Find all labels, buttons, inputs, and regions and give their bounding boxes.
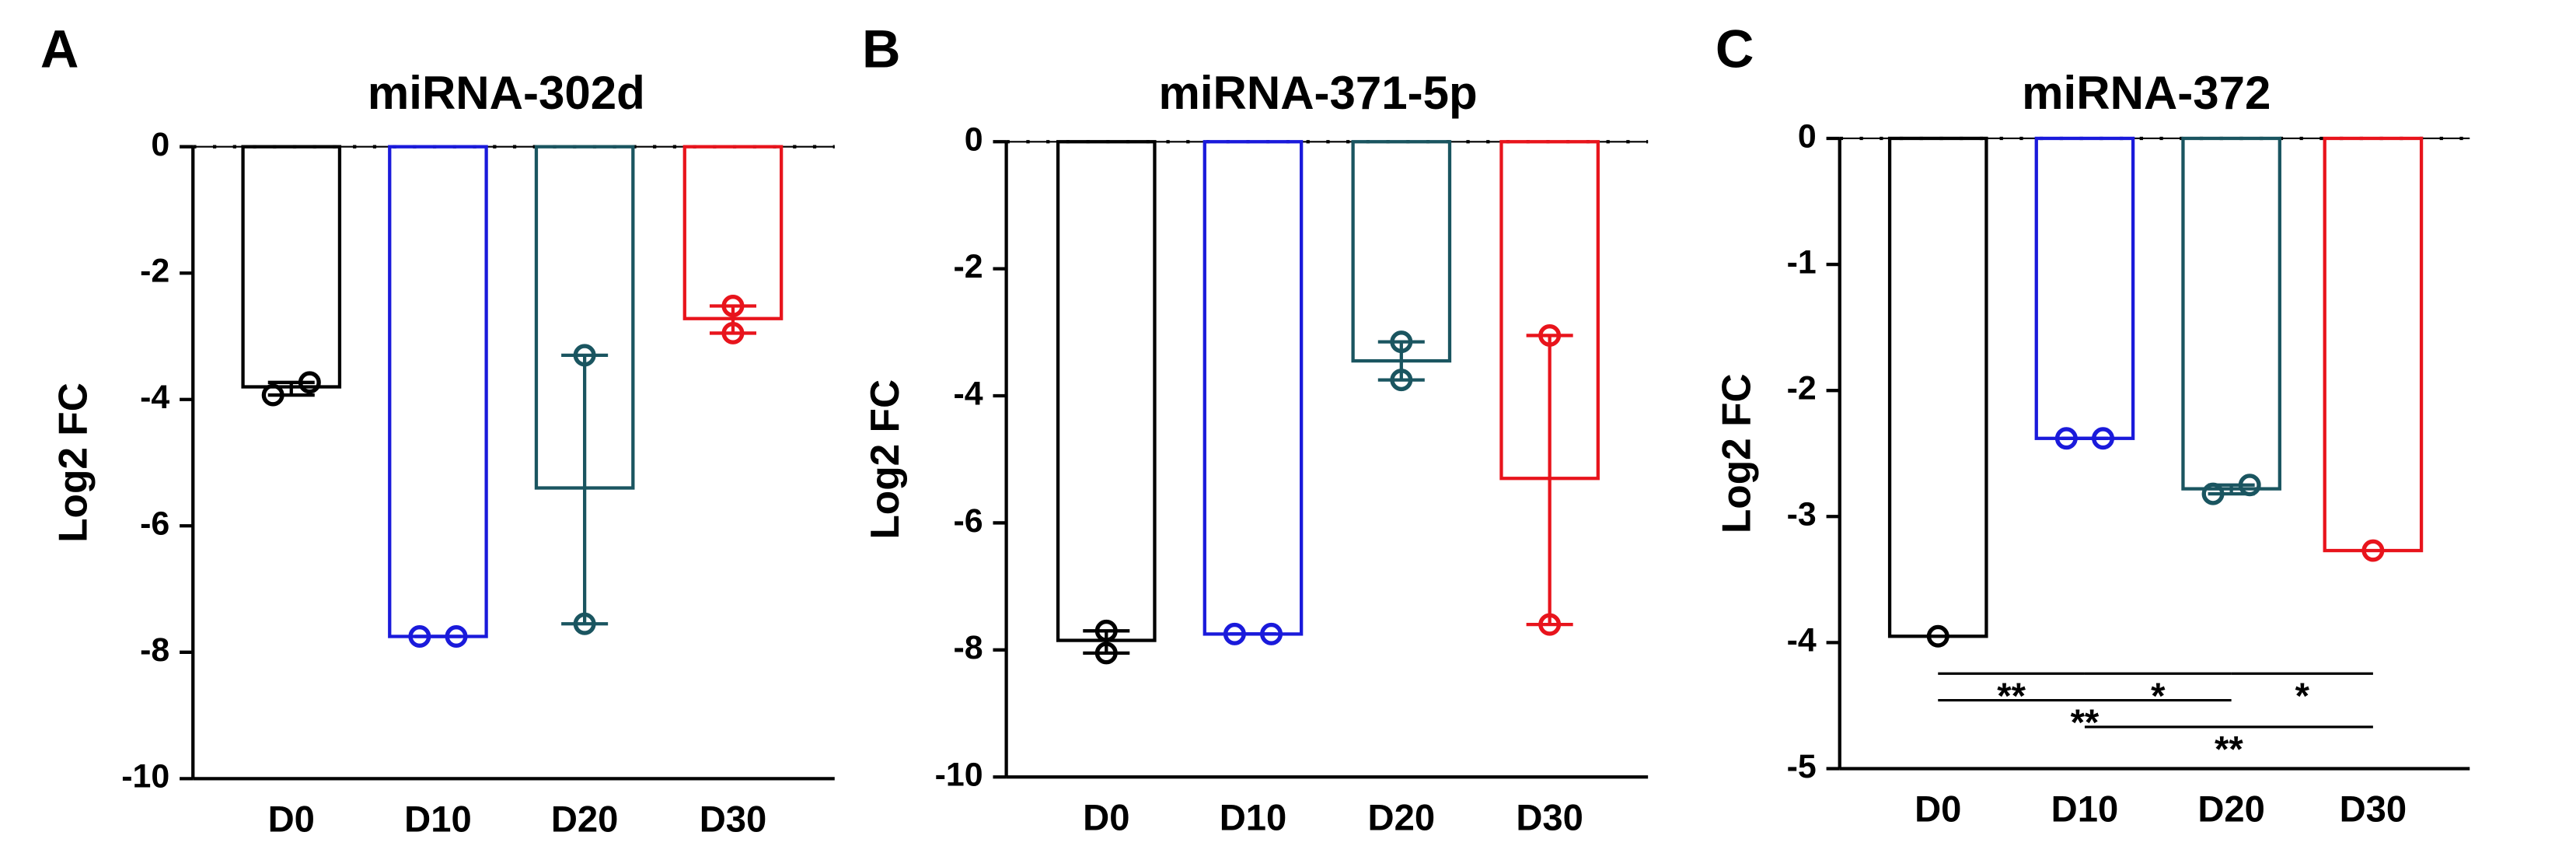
data-point bbox=[573, 344, 596, 367]
significance-label: ** bbox=[2215, 729, 2243, 770]
significance-label: * bbox=[2295, 675, 2310, 716]
data-point bbox=[1223, 622, 1246, 645]
bar bbox=[241, 145, 342, 389]
x-tick-label: D0 bbox=[268, 799, 315, 840]
x-tick-label: D30 bbox=[700, 799, 767, 840]
y-tick-label: -4 bbox=[953, 375, 983, 412]
x-tick-label: D10 bbox=[1220, 796, 1287, 837]
data-point bbox=[1094, 619, 1118, 642]
y-tick-label: -3 bbox=[1787, 496, 1817, 533]
bar bbox=[1202, 140, 1304, 636]
data-point bbox=[1390, 330, 1413, 354]
data-point bbox=[1926, 624, 1949, 648]
y-tick-label: -2 bbox=[953, 248, 983, 285]
y-tick-label: 0 bbox=[965, 121, 983, 159]
y-tick-label: 0 bbox=[151, 126, 169, 163]
y-tick-label: -4 bbox=[1787, 622, 1817, 659]
bar bbox=[2323, 136, 2424, 553]
y-tick-label: -5 bbox=[1787, 748, 1817, 785]
chart-title: miRNA-371-5p bbox=[1158, 67, 1477, 119]
bar bbox=[388, 145, 488, 638]
data-point bbox=[261, 383, 284, 407]
y-tick-label: -6 bbox=[953, 502, 983, 540]
y-axis-label: Log2 FC bbox=[1714, 373, 1759, 533]
y-tick-label: -1 bbox=[1787, 243, 1817, 281]
y-tick-label: -8 bbox=[953, 629, 983, 666]
chart-title: miRNA-372 bbox=[2022, 67, 2271, 119]
significance-label: ** bbox=[1997, 675, 2026, 716]
x-tick-label: D10 bbox=[404, 799, 472, 840]
x-tick-label: D20 bbox=[2197, 788, 2265, 830]
data-point bbox=[721, 295, 745, 317]
y-tick-label: -8 bbox=[140, 631, 169, 669]
data-point bbox=[1260, 622, 1283, 645]
data-point bbox=[2238, 474, 2261, 497]
data-point bbox=[2092, 427, 2115, 450]
data-point bbox=[1538, 323, 1562, 347]
y-tick-label: -2 bbox=[140, 253, 169, 290]
significance-label: ** bbox=[2071, 701, 2100, 743]
data-point bbox=[2201, 482, 2225, 505]
x-tick-label: D0 bbox=[1083, 796, 1129, 837]
y-axis-label: Log2 FC bbox=[51, 383, 96, 543]
data-point bbox=[408, 625, 431, 648]
bar bbox=[1056, 140, 1157, 642]
x-tick-label: D30 bbox=[2340, 788, 2407, 830]
panel-label: A bbox=[40, 19, 79, 79]
data-point bbox=[1390, 369, 1413, 392]
x-tick-label: D30 bbox=[1516, 796, 1583, 837]
data-point bbox=[445, 625, 468, 648]
data-point bbox=[2361, 539, 2385, 562]
x-tick-label: D0 bbox=[1915, 788, 1961, 830]
y-tick-label: -2 bbox=[1787, 370, 1817, 407]
x-tick-label: D20 bbox=[1368, 796, 1436, 837]
panel-label: B bbox=[862, 19, 901, 79]
y-tick-label: -4 bbox=[140, 379, 169, 416]
bar bbox=[1887, 136, 1988, 638]
data-point bbox=[1094, 642, 1118, 665]
bar bbox=[1351, 140, 1452, 363]
bar bbox=[2034, 136, 2135, 440]
y-tick-label: -10 bbox=[935, 757, 983, 794]
x-tick-label: D20 bbox=[551, 799, 619, 840]
bar bbox=[2181, 136, 2281, 491]
chart-title: miRNA-302d bbox=[368, 67, 645, 119]
y-tick-label: -10 bbox=[121, 758, 169, 795]
panel-label: C bbox=[1716, 19, 1754, 79]
data-point bbox=[573, 612, 596, 635]
data-point bbox=[298, 371, 321, 394]
data-point bbox=[2054, 427, 2078, 450]
data-point bbox=[721, 321, 745, 344]
y-axis-label: Log2 FC bbox=[862, 379, 907, 540]
x-tick-label: D10 bbox=[2051, 788, 2119, 830]
y-tick-label: 0 bbox=[1798, 117, 1817, 155]
y-tick-label: -6 bbox=[140, 505, 169, 543]
significance-label: * bbox=[2151, 675, 2166, 716]
data-point bbox=[1538, 613, 1562, 636]
bar bbox=[682, 145, 784, 320]
